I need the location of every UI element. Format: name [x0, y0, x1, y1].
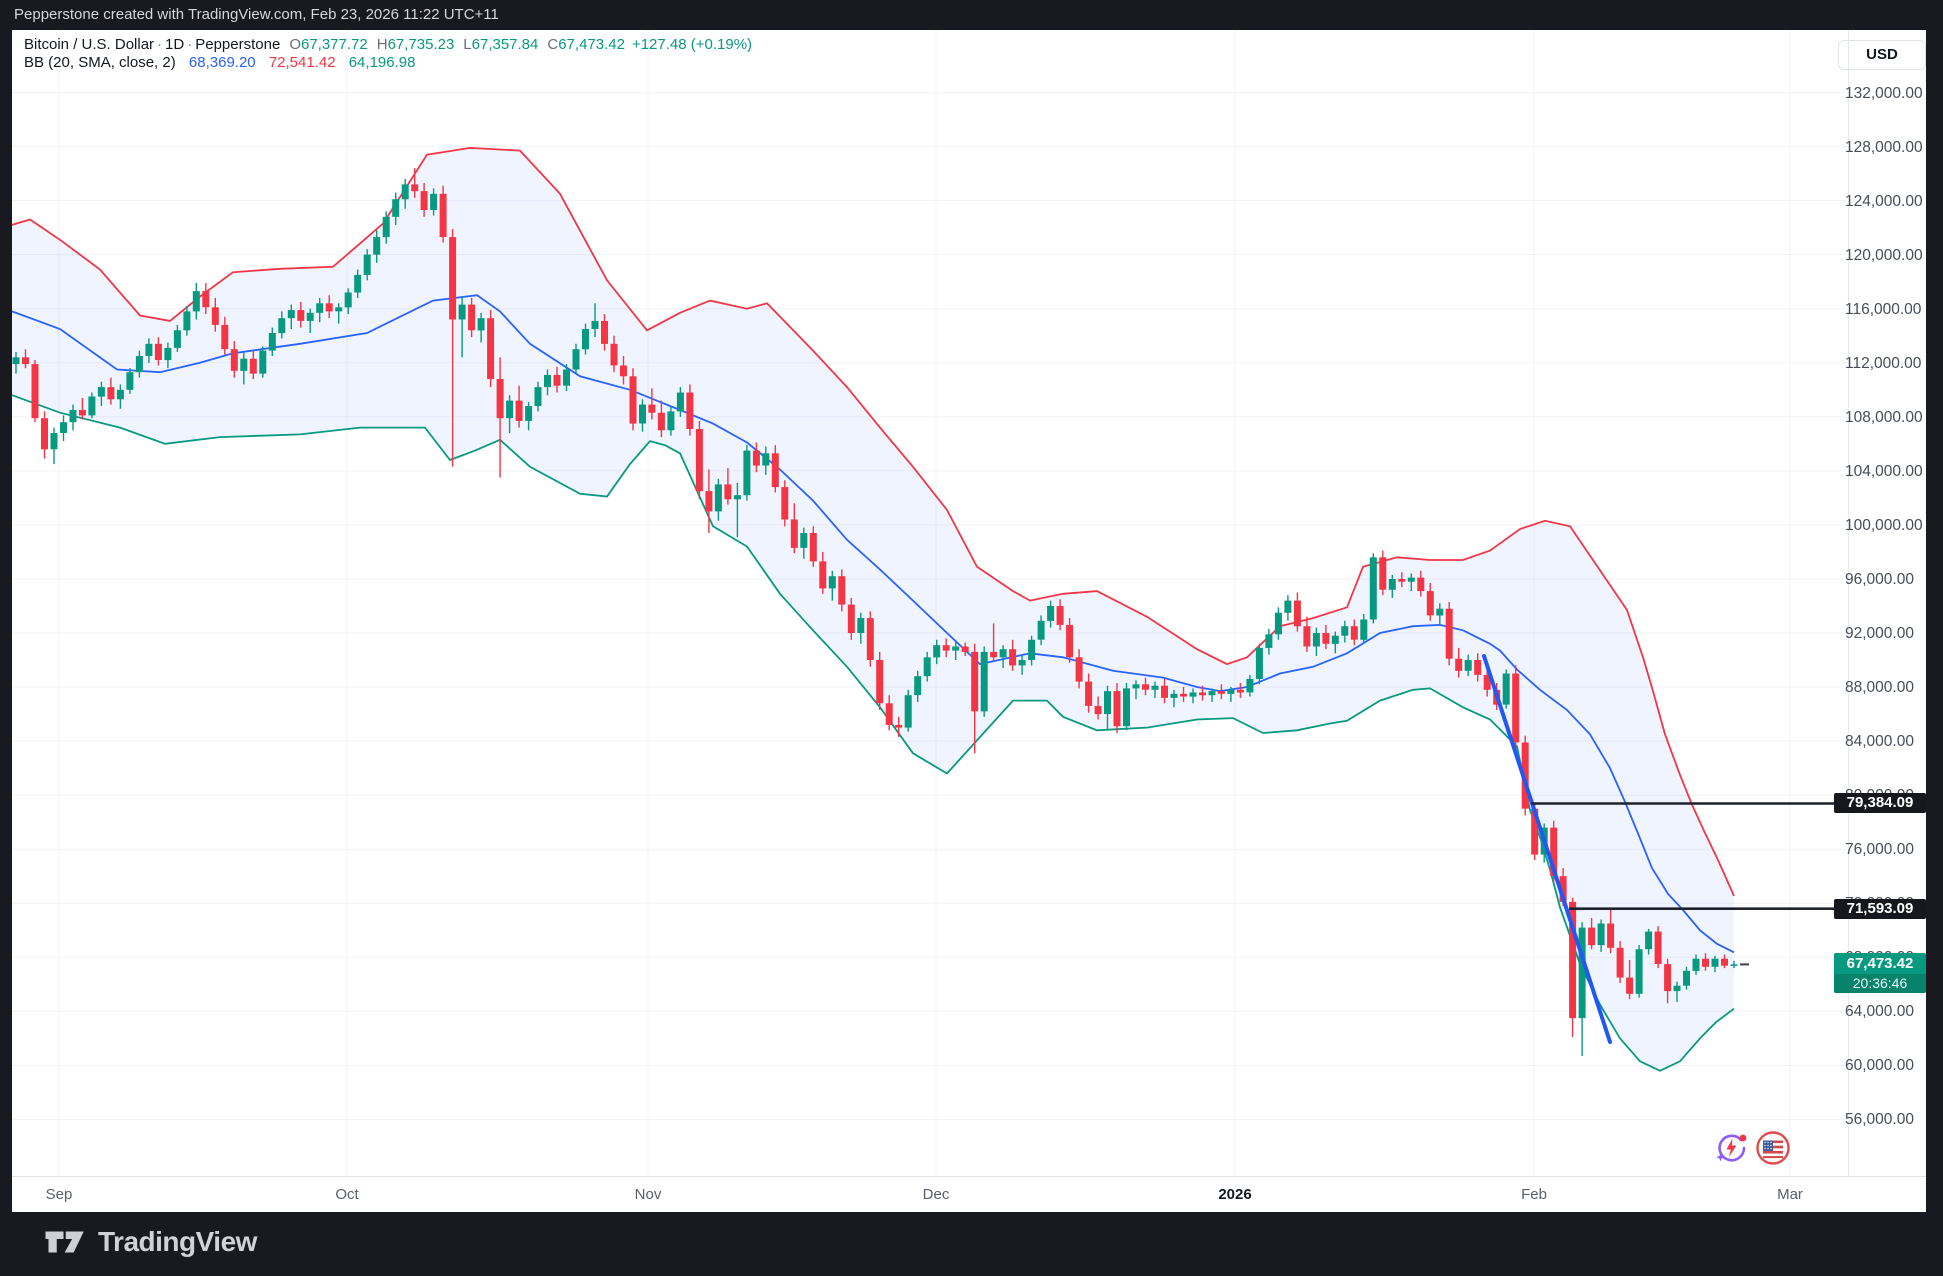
footer-bar: TradingView	[0, 1212, 1943, 1276]
price-axis-label: 92,000.00	[1845, 625, 1914, 642]
bar-countdown: 20:36:46	[1834, 974, 1926, 993]
price-axis-label: 64,000.00	[1845, 1003, 1914, 1020]
time-axis-label: Nov	[634, 1186, 662, 1203]
price-axis-label: 96,000.00	[1845, 571, 1914, 588]
price-axis-label: 76,000.00	[1845, 841, 1914, 858]
time-axis-label: Dec	[922, 1186, 950, 1203]
low-value: 67,357.84	[471, 36, 539, 53]
price-axis-label: 84,000.00	[1845, 733, 1914, 750]
bollinger-lower-line	[11, 394, 1735, 1072]
time-axis-label: Oct	[335, 1186, 359, 1203]
bb-lower-value: 64,196.98	[348, 54, 416, 71]
price-axis-label: 112,000.00	[1845, 355, 1922, 372]
change-value: +127.48 (+0.19%)	[631, 36, 753, 53]
open-value: 67,377.72	[300, 36, 368, 53]
exchange: Pepperstone	[195, 36, 281, 53]
price-axis-label: 60,000.00	[1845, 1057, 1914, 1074]
price-axis-label: 100,000.00	[1845, 517, 1923, 534]
attribution-bar: Pepperstone created with TradingView.com…	[0, 0, 1943, 30]
chart-corner-icons	[1714, 1131, 1790, 1165]
time-axis-label: Sep	[45, 1186, 73, 1203]
price-axis-label: 120,000.00	[1845, 247, 1923, 264]
currency-selector[interactable]: USD	[1838, 40, 1926, 70]
last-price-tag: 67,473.42 20:36:46	[1834, 953, 1926, 993]
low-label: L67,357.84	[463, 36, 539, 53]
symbol-title[interactable]: Bitcoin / U.S. Dollar	[24, 36, 155, 53]
time-axis-label: Mar	[1777, 1186, 1803, 1203]
interval[interactable]: 1D	[165, 36, 185, 53]
attribution-text: Pepperstone created with TradingView.com…	[14, 6, 499, 23]
close-label: C67,473.42	[547, 36, 625, 53]
bollinger-upper-line	[11, 146, 1735, 897]
bollinger-fill	[12, 147, 1734, 1071]
price-level-tag: 71,593.09	[1834, 899, 1926, 919]
high-value: 67,735.23	[387, 36, 455, 53]
candles	[12, 168, 1738, 1056]
high-label: H67,735.23	[376, 36, 455, 53]
time-axis-separator	[12, 1176, 1926, 1177]
time-axis-label: 2026	[1218, 1186, 1252, 1203]
price-level-tag: 79,384.09	[1834, 793, 1926, 813]
currency-label: USD	[1866, 46, 1898, 63]
price-axis-separator	[1848, 30, 1849, 1176]
bb-middle-value: 68,369.20	[188, 54, 256, 71]
price-axis-label: 56,000.00	[1845, 1111, 1914, 1128]
price-axis-label: 88,000.00	[1845, 679, 1914, 696]
last-price-value: 67,473.42	[1846, 955, 1914, 972]
trendline-drawing	[1482, 654, 1612, 1044]
price-axis-label: 108,000.00	[1845, 409, 1923, 426]
price-axis-label: 104,000.00	[1845, 463, 1923, 480]
tradingview-logo-icon	[45, 1231, 84, 1253]
tradingview-logo[interactable]: TradingView	[44, 1226, 257, 1258]
price-axis-label: 132,000.00	[1845, 85, 1923, 102]
close-value: 67,473.42	[558, 36, 625, 53]
price-axis-label: 116,000.00	[1845, 301, 1922, 318]
chart-panel[interactable]: Bitcoin / U.S. Dollar · 1D · Pepperstone O67,…	[11, 30, 1926, 1212]
time-axis-label: Feb	[1521, 1186, 1547, 1203]
flash-ai-icon[interactable]	[1714, 1131, 1748, 1165]
bb-upper-value: 72,541.42	[268, 54, 336, 71]
tradingview-logo-text: TradingView	[98, 1226, 257, 1257]
us-flag-icon[interactable]	[1756, 1131, 1790, 1165]
price-axis-label: 128,000.00	[1845, 139, 1923, 156]
symbol-legend[interactable]: Bitcoin / U.S. Dollar · 1D · Pepperstone O67,…	[24, 36, 753, 53]
open-label: O67,377.72	[289, 36, 368, 53]
price-axis-label: 124,000.00	[1845, 193, 1923, 210]
indicator-legend[interactable]: BB (20, SMA, close, 2) 68,369.20 72,541.…	[24, 54, 415, 71]
indicator-name[interactable]: BB (20, SMA, close, 2)	[24, 54, 176, 71]
